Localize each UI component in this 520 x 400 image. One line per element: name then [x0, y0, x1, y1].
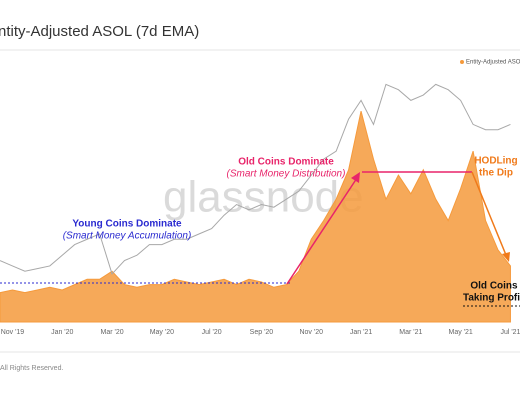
legend-swatch — [460, 60, 464, 64]
price-line — [0, 83, 511, 275]
x-tick-label: Jan '21 — [350, 329, 372, 336]
annotation: Old Coins — [470, 281, 518, 292]
x-tick-label: Nov '19 — [1, 329, 25, 336]
plot-area — [0, 83, 511, 323]
x-tick-label: Jul '20 — [202, 329, 222, 336]
chart-title: ntity-Adjusted ASOL (7d EMA) — [0, 23, 199, 40]
x-tick-label: Jan '20 — [51, 329, 73, 336]
annotation: HODLing — [474, 156, 517, 167]
x-tick-label: Nov '20 — [299, 329, 323, 336]
distribution-arrow — [286, 177, 358, 285]
arrow-head — [502, 252, 510, 262]
annotation: (Smart Money Accumulation) — [63, 231, 192, 242]
x-tick-label: Mar '21 — [399, 329, 422, 336]
dip-arrow — [471, 171, 507, 256]
x-tick-label: May '21 — [449, 329, 473, 336]
annotation: Taking Profit — [463, 293, 520, 304]
annotation: Old Coins Dominate — [238, 157, 334, 168]
footer: All Rights Reserved. — [0, 365, 63, 372]
arrow-head — [351, 172, 360, 183]
area — [0, 110, 511, 323]
annotation: (Smart Money Distribution) — [227, 169, 346, 180]
x-tick-label: Sep '20 — [250, 329, 274, 336]
x-tick-label: May '20 — [150, 329, 174, 336]
x-tick-label: Jul '21 — [500, 329, 520, 336]
annotation: Young Coins Dominate — [72, 219, 182, 230]
x-tick-label: Mar '20 — [100, 329, 123, 336]
legend-label: Entity-Adjusted ASOL — [466, 60, 520, 66]
annotation: the Dip — [479, 168, 513, 179]
